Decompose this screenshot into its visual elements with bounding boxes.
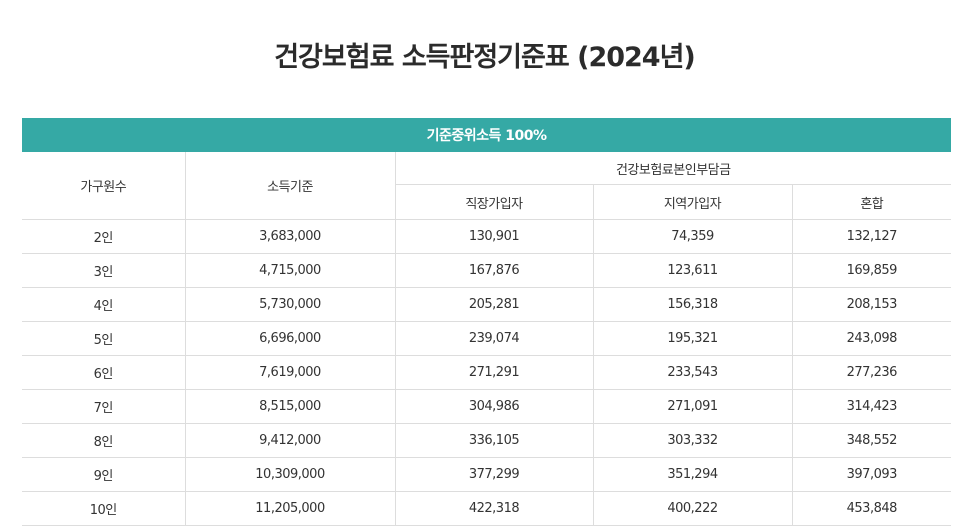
household-size-cell: 9인 <box>22 457 185 492</box>
header-regional-subscriber: 지역가입자 <box>592 184 792 220</box>
workplace-premium-cell: 167,876 <box>394 253 593 288</box>
table-row: 10인 11,205,000 422,318 400,222 453,848 <box>22 491 952 526</box>
household-size-cell: 4인 <box>22 287 185 322</box>
header-premium-group: 건강보험료본인부담금 <box>394 152 952 185</box>
workplace-premium-cell: 336,105 <box>394 423 593 458</box>
mixed-premium-cell: 169,859 <box>791 253 952 288</box>
mixed-premium-cell: 243,098 <box>791 321 952 356</box>
table-row: 5인 6,696,000 239,074 195,321 243,098 <box>22 321 952 356</box>
regional-premium-cell: 233,543 <box>592 355 792 390</box>
mixed-premium-cell: 132,127 <box>791 219 952 254</box>
regional-premium-cell: 271,091 <box>592 389 792 424</box>
table-row: 7인 8,515,000 304,986 271,091 314,423 <box>22 389 952 424</box>
regional-premium-cell: 351,294 <box>592 457 792 492</box>
table-row: 9인 10,309,000 377,299 351,294 397,093 <box>22 457 952 492</box>
table-row: 4인 5,730,000 205,281 156,318 208,153 <box>22 287 952 322</box>
income-cell: 7,619,000 <box>184 355 395 390</box>
header-mixed: 혼합 <box>791 184 952 220</box>
header-household-size: 가구원수 <box>22 152 185 220</box>
table-body: 2인 3,683,000 130,901 74,359 132,127 3인 4… <box>22 219 952 526</box>
workplace-premium-cell: 377,299 <box>394 457 593 492</box>
household-size-cell: 7인 <box>22 389 185 424</box>
household-size-cell: 6인 <box>22 355 185 390</box>
household-size-cell: 10인 <box>22 491 185 526</box>
regional-premium-cell: 303,332 <box>592 423 792 458</box>
table-row: 3인 4,715,000 167,876 123,611 169,859 <box>22 253 952 288</box>
table-banner-row: 기준중위소득 100% <box>22 118 952 152</box>
household-size-cell: 5인 <box>22 321 185 356</box>
income-cell: 4,715,000 <box>184 253 395 288</box>
table-row: 6인 7,619,000 271,291 233,543 277,236 <box>22 355 952 390</box>
income-cell: 8,515,000 <box>184 389 395 424</box>
mixed-premium-cell: 277,236 <box>791 355 952 390</box>
workplace-premium-cell: 271,291 <box>394 355 593 390</box>
mixed-premium-cell: 397,093 <box>791 457 952 492</box>
income-criteria-table-container: 기준중위소득 100% 가구원수 소득기준 건강보험료본인부담금 직장가입자 지… <box>22 118 952 526</box>
income-cell: 9,412,000 <box>184 423 395 458</box>
page-title: 건강보험료 소득판정기준표 (2024년) <box>274 42 696 74</box>
income-cell: 6,696,000 <box>184 321 395 356</box>
workplace-premium-cell: 239,074 <box>394 321 593 356</box>
header-workplace-subscriber: 직장가입자 <box>394 184 593 220</box>
household-size-cell: 2인 <box>22 219 185 254</box>
mixed-premium-cell: 453,848 <box>791 491 952 526</box>
income-cell: 10,309,000 <box>184 457 395 492</box>
mixed-premium-cell: 208,153 <box>791 287 952 322</box>
table-row: 2인 3,683,000 130,901 74,359 132,127 <box>22 219 952 254</box>
mixed-premium-cell: 314,423 <box>791 389 952 424</box>
income-cell: 5,730,000 <box>184 287 395 322</box>
regional-premium-cell: 123,611 <box>592 253 792 288</box>
table-header-row-1: 가구원수 소득기준 건강보험료본인부담금 <box>22 152 952 220</box>
regional-premium-cell: 400,222 <box>592 491 792 526</box>
workplace-premium-cell: 205,281 <box>394 287 593 322</box>
income-cell: 3,683,000 <box>184 219 395 254</box>
workplace-premium-cell: 304,986 <box>394 389 593 424</box>
income-criteria-table: 기준중위소득 100% 가구원수 소득기준 건강보험료본인부담금 직장가입자 지… <box>22 118 952 526</box>
regional-premium-cell: 195,321 <box>592 321 792 356</box>
table-row: 8인 9,412,000 336,105 303,332 348,552 <box>22 423 952 458</box>
household-size-cell: 8인 <box>22 423 185 458</box>
regional-premium-cell: 74,359 <box>592 219 792 254</box>
mixed-premium-cell: 348,552 <box>791 423 952 458</box>
header-income-criteria: 소득기준 <box>184 152 395 220</box>
household-size-cell: 3인 <box>22 253 185 288</box>
table-header-row-2: 직장가입자 지역가입자 혼합 <box>22 184 952 220</box>
regional-premium-cell: 156,318 <box>592 287 792 322</box>
table-banner: 기준중위소득 100% <box>22 118 952 152</box>
workplace-premium-cell: 130,901 <box>394 219 593 254</box>
workplace-premium-cell: 422,318 <box>394 491 593 526</box>
income-cell: 11,205,000 <box>184 491 395 526</box>
